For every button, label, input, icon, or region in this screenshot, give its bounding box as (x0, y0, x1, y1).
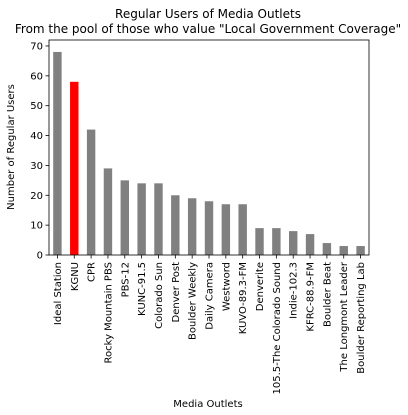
y-tick-label: 70 (30, 41, 43, 52)
x-axis: Ideal Station KGNU CPR Rocky Mountain PBS PB… (53, 255, 367, 394)
x-tick-label: Denverite (255, 262, 266, 311)
y-tick-label: 60 (30, 71, 43, 82)
bar-colorado-sun (154, 183, 163, 255)
x-tick-label: Boulder Reporting Lab (356, 262, 367, 374)
chart-subtitle: From the pool of those who value "Local … (15, 22, 401, 36)
plot-frame (48, 39, 370, 256)
bar-boulder-weekly (187, 198, 197, 255)
bar-the-longmont-leader (339, 246, 348, 255)
x-tick-label: Boulder Beat (322, 262, 333, 327)
y-tick-label: 0 (37, 251, 43, 262)
x-tick-label: KFRC-88.9-FM (306, 262, 317, 332)
x-tick-label: CPR (87, 262, 98, 282)
bar-boulder-beat (322, 243, 332, 255)
bar-rocky-mountain-pbs (103, 168, 113, 255)
x-tick-label: KGNU (70, 262, 81, 291)
y-tick-label: 10 (30, 221, 43, 232)
x-tick-label: The Longmont Leader (339, 261, 350, 372)
x-tick-label: Rocky Mountain PBS (103, 262, 114, 363)
y-axis-label: Number of Regular Users (6, 84, 17, 210)
bar-denver-post (171, 195, 180, 255)
y-tick-label: 50 (30, 101, 43, 112)
bar-daily-camera (204, 201, 214, 255)
bar-westword (221, 204, 231, 255)
bar-kgnu (70, 81, 79, 255)
x-axis-label: Media Outlets (173, 399, 242, 410)
bar-boulder-reporting-lab (356, 246, 365, 255)
bar-pbs-12 (120, 180, 129, 255)
x-tick-label: Colorado Sun (154, 262, 165, 329)
bars-group (53, 51, 365, 255)
y-tick-label: 40 (30, 131, 43, 142)
x-tick-label: Indie-102.3 (289, 262, 300, 319)
bar-ideal-station (53, 51, 62, 255)
x-tick-label: Ideal Station (53, 262, 64, 325)
x-tick-label: KUNC-91.5 (137, 262, 148, 316)
y-tick-label: 20 (30, 191, 43, 202)
bar-kfrc-88-9-fm (305, 234, 315, 255)
x-tick-label: 105.5-The Colorado Sound (272, 262, 283, 394)
x-tick-label: KUVO-89.3-FM (238, 262, 249, 334)
x-tick-label: PBS-12 (120, 262, 131, 297)
bar-indie-102-3 (289, 231, 298, 255)
x-tick-label: Westword (221, 262, 232, 311)
y-tick-label: 30 (30, 161, 43, 172)
y-axis: 0 10 20 30 40 50 60 70 (30, 41, 49, 262)
x-tick-label: Boulder Weekly (188, 262, 199, 340)
chart-title: Regular Users of Media Outlets (115, 7, 301, 21)
x-tick-label: Daily Camera (205, 262, 216, 330)
bar-cpr (86, 129, 96, 255)
bar-105-5-the-colorado-sound (272, 228, 281, 255)
x-tick-label: Denver Post (171, 262, 182, 323)
bar-denverite (255, 228, 264, 255)
bar-kuvo-89-3-fm (238, 204, 247, 255)
bar-kunc-91-5 (137, 183, 146, 255)
